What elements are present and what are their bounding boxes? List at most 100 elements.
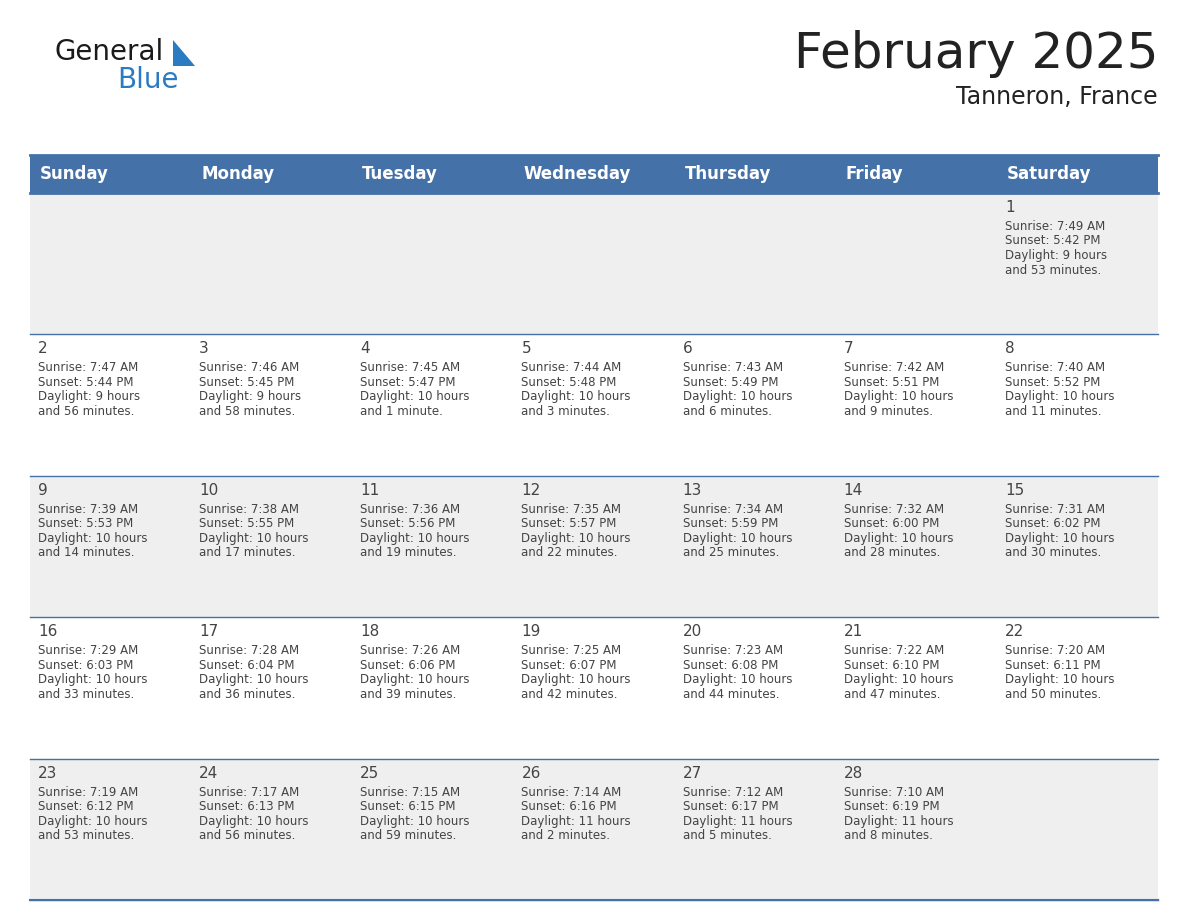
- Text: Sunrise: 7:39 AM: Sunrise: 7:39 AM: [38, 503, 138, 516]
- Text: 13: 13: [683, 483, 702, 498]
- Text: and 3 minutes.: and 3 minutes.: [522, 405, 611, 418]
- Text: and 2 minutes.: and 2 minutes.: [522, 829, 611, 842]
- Text: and 53 minutes.: and 53 minutes.: [1005, 263, 1101, 276]
- Text: Sunrise: 7:12 AM: Sunrise: 7:12 AM: [683, 786, 783, 799]
- Text: 7: 7: [843, 341, 853, 356]
- Text: Daylight: 10 hours: Daylight: 10 hours: [360, 814, 469, 828]
- Text: Daylight: 10 hours: Daylight: 10 hours: [522, 673, 631, 686]
- Text: Daylight: 10 hours: Daylight: 10 hours: [843, 390, 953, 403]
- Text: Daylight: 10 hours: Daylight: 10 hours: [200, 673, 309, 686]
- Text: 20: 20: [683, 624, 702, 639]
- Text: and 33 minutes.: and 33 minutes.: [38, 688, 134, 700]
- Text: Sunset: 6:17 PM: Sunset: 6:17 PM: [683, 800, 778, 813]
- Bar: [30, 758, 1158, 900]
- Text: Sunrise: 7:34 AM: Sunrise: 7:34 AM: [683, 503, 783, 516]
- Text: Daylight: 11 hours: Daylight: 11 hours: [683, 814, 792, 828]
- Text: 17: 17: [200, 624, 219, 639]
- Bar: [30, 193, 1158, 334]
- Text: Sunset: 6:06 PM: Sunset: 6:06 PM: [360, 659, 456, 672]
- Text: and 11 minutes.: and 11 minutes.: [1005, 405, 1101, 418]
- Text: 28: 28: [843, 766, 862, 780]
- Text: Daylight: 10 hours: Daylight: 10 hours: [522, 532, 631, 544]
- Bar: [835, 155, 997, 193]
- Text: and 56 minutes.: and 56 minutes.: [200, 829, 296, 842]
- Text: Daylight: 10 hours: Daylight: 10 hours: [360, 673, 469, 686]
- Text: Daylight: 10 hours: Daylight: 10 hours: [683, 532, 792, 544]
- Text: Sunrise: 7:43 AM: Sunrise: 7:43 AM: [683, 362, 783, 375]
- Text: 27: 27: [683, 766, 702, 780]
- Text: Sunset: 5:55 PM: Sunset: 5:55 PM: [200, 518, 295, 531]
- Text: Sunday: Sunday: [40, 165, 109, 183]
- Text: Friday: Friday: [846, 165, 903, 183]
- Text: 6: 6: [683, 341, 693, 356]
- Text: and 47 minutes.: and 47 minutes.: [843, 688, 940, 700]
- Text: Sunrise: 7:49 AM: Sunrise: 7:49 AM: [1005, 220, 1105, 233]
- Text: Daylight: 10 hours: Daylight: 10 hours: [200, 532, 309, 544]
- Text: Daylight: 10 hours: Daylight: 10 hours: [1005, 673, 1114, 686]
- Text: Sunrise: 7:22 AM: Sunrise: 7:22 AM: [843, 644, 944, 657]
- Text: Sunrise: 7:19 AM: Sunrise: 7:19 AM: [38, 786, 138, 799]
- Text: 23: 23: [38, 766, 57, 780]
- Text: 15: 15: [1005, 483, 1024, 498]
- Text: and 6 minutes.: and 6 minutes.: [683, 405, 771, 418]
- Text: Sunset: 6:13 PM: Sunset: 6:13 PM: [200, 800, 295, 813]
- Text: 24: 24: [200, 766, 219, 780]
- Text: Sunrise: 7:40 AM: Sunrise: 7:40 AM: [1005, 362, 1105, 375]
- Text: Sunrise: 7:15 AM: Sunrise: 7:15 AM: [360, 786, 461, 799]
- Text: Sunrise: 7:47 AM: Sunrise: 7:47 AM: [38, 362, 138, 375]
- Bar: [191, 155, 353, 193]
- Text: Wednesday: Wednesday: [524, 165, 631, 183]
- Text: Sunrise: 7:44 AM: Sunrise: 7:44 AM: [522, 362, 621, 375]
- Text: Sunset: 6:11 PM: Sunset: 6:11 PM: [1005, 659, 1100, 672]
- Text: Daylight: 10 hours: Daylight: 10 hours: [38, 673, 147, 686]
- Text: and 50 minutes.: and 50 minutes.: [1005, 688, 1101, 700]
- Text: Sunset: 5:57 PM: Sunset: 5:57 PM: [522, 518, 617, 531]
- Text: Sunrise: 7:38 AM: Sunrise: 7:38 AM: [200, 503, 299, 516]
- Text: 9: 9: [38, 483, 48, 498]
- Text: 1: 1: [1005, 200, 1015, 215]
- Bar: [30, 155, 191, 193]
- Text: Sunrise: 7:14 AM: Sunrise: 7:14 AM: [522, 786, 621, 799]
- Text: and 30 minutes.: and 30 minutes.: [1005, 546, 1101, 559]
- Text: 25: 25: [360, 766, 379, 780]
- Text: 26: 26: [522, 766, 541, 780]
- Text: February 2025: February 2025: [794, 30, 1158, 78]
- Text: Sunrise: 7:42 AM: Sunrise: 7:42 AM: [843, 362, 944, 375]
- Text: 8: 8: [1005, 341, 1015, 356]
- Text: Daylight: 10 hours: Daylight: 10 hours: [38, 814, 147, 828]
- Text: Daylight: 10 hours: Daylight: 10 hours: [683, 390, 792, 403]
- Text: 2: 2: [38, 341, 48, 356]
- Text: Daylight: 10 hours: Daylight: 10 hours: [360, 390, 469, 403]
- Text: Sunset: 5:49 PM: Sunset: 5:49 PM: [683, 375, 778, 389]
- Text: 5: 5: [522, 341, 531, 356]
- Text: and 59 minutes.: and 59 minutes.: [360, 829, 456, 842]
- Text: Sunset: 6:12 PM: Sunset: 6:12 PM: [38, 800, 133, 813]
- Text: Sunset: 5:53 PM: Sunset: 5:53 PM: [38, 518, 133, 531]
- Text: Sunrise: 7:35 AM: Sunrise: 7:35 AM: [522, 503, 621, 516]
- Text: Sunset: 6:04 PM: Sunset: 6:04 PM: [200, 659, 295, 672]
- Text: 12: 12: [522, 483, 541, 498]
- Text: Sunset: 5:59 PM: Sunset: 5:59 PM: [683, 518, 778, 531]
- Text: and 39 minutes.: and 39 minutes.: [360, 688, 456, 700]
- Text: Daylight: 9 hours: Daylight: 9 hours: [38, 390, 140, 403]
- Text: 14: 14: [843, 483, 862, 498]
- Text: Sunset: 6:19 PM: Sunset: 6:19 PM: [843, 800, 940, 813]
- Text: Daylight: 10 hours: Daylight: 10 hours: [1005, 390, 1114, 403]
- Text: 22: 22: [1005, 624, 1024, 639]
- Text: Daylight: 11 hours: Daylight: 11 hours: [843, 814, 953, 828]
- Text: and 17 minutes.: and 17 minutes.: [200, 546, 296, 559]
- Text: Sunset: 6:03 PM: Sunset: 6:03 PM: [38, 659, 133, 672]
- Text: 4: 4: [360, 341, 369, 356]
- Text: Sunset: 5:44 PM: Sunset: 5:44 PM: [38, 375, 133, 389]
- Text: Daylight: 10 hours: Daylight: 10 hours: [360, 532, 469, 544]
- Text: Monday: Monday: [201, 165, 274, 183]
- Text: and 14 minutes.: and 14 minutes.: [38, 546, 134, 559]
- Text: and 36 minutes.: and 36 minutes.: [200, 688, 296, 700]
- Text: 10: 10: [200, 483, 219, 498]
- Text: Sunset: 6:10 PM: Sunset: 6:10 PM: [843, 659, 940, 672]
- Bar: [30, 617, 1158, 758]
- Text: 11: 11: [360, 483, 379, 498]
- Text: and 1 minute.: and 1 minute.: [360, 405, 443, 418]
- Text: Sunrise: 7:20 AM: Sunrise: 7:20 AM: [1005, 644, 1105, 657]
- Text: Sunrise: 7:31 AM: Sunrise: 7:31 AM: [1005, 503, 1105, 516]
